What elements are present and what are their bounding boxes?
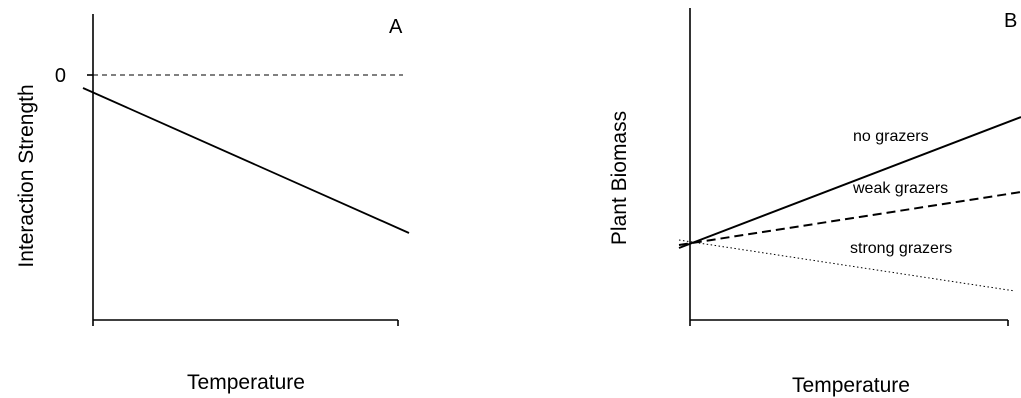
panel-b-y-axis-title: Plant Biomass <box>608 111 631 245</box>
panel-a-y-axis-title: Interaction Strength <box>15 84 38 267</box>
panel-b-series-weak-grazers <box>678 191 1021 246</box>
panel-a-trend-line <box>82 87 410 234</box>
panel-a-y-tick-label-zero: 0 <box>55 65 66 87</box>
panel-b-annotation-weak-grazers: weak grazers <box>852 180 948 197</box>
panel-b-annotation-no-grazers: no grazers <box>853 128 929 145</box>
panel-b-series-no-grazers <box>678 116 1021 249</box>
panel-b-x-axis-title: Temperature <box>792 374 910 397</box>
panel-b-label: B <box>1004 10 1017 32</box>
panel-b: no grazers weak grazers strong grazers B… <box>608 8 1021 397</box>
panel-a: 0 A Interaction Strength Temperature <box>15 14 410 394</box>
panel-b-annotation-strong-grazers: strong grazers <box>850 240 952 257</box>
panel-a-x-axis-title: Temperature <box>187 371 305 394</box>
panel-b-series-strong-grazers <box>678 239 1016 292</box>
panel-a-label: A <box>389 16 403 38</box>
